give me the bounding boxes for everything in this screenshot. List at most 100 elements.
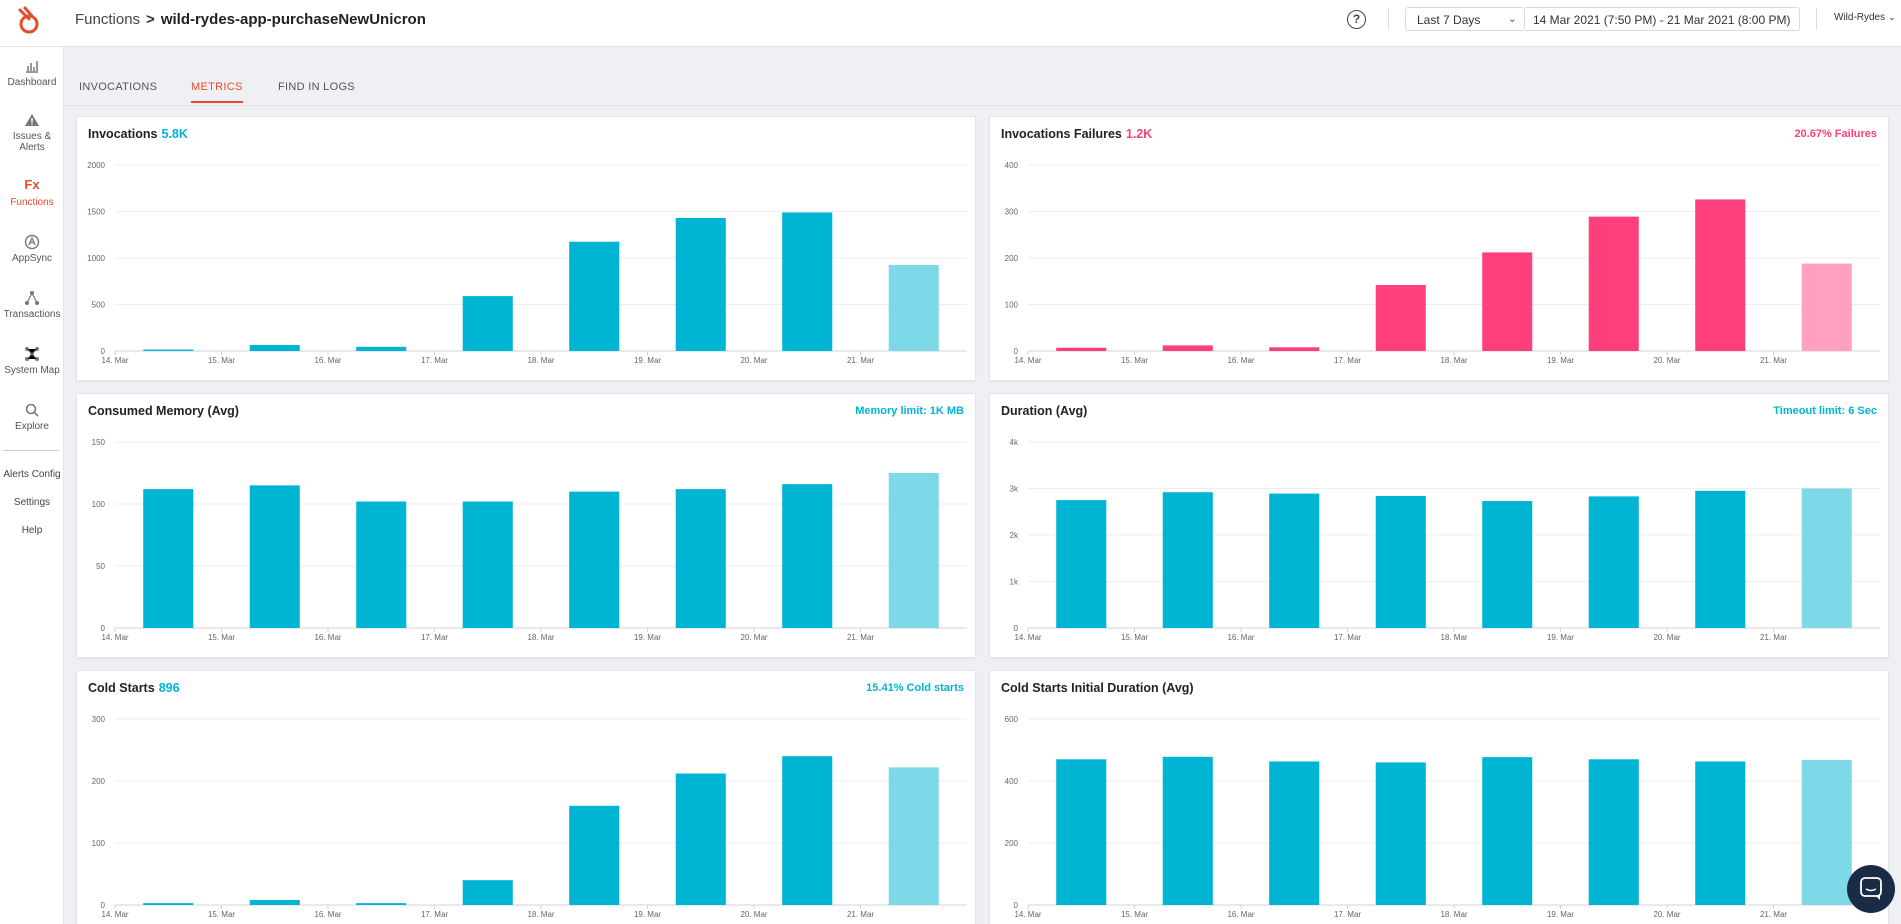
bar[interactable] [143,903,194,905]
y-tick-label: 0 [101,901,106,910]
x-tick-label: 20. Mar [740,356,767,365]
bar[interactable] [1375,495,1426,628]
bar[interactable] [249,900,300,905]
bar[interactable] [782,756,833,905]
bar[interactable] [1056,347,1107,351]
bar[interactable] [569,491,620,628]
sidebar-divider [3,450,59,451]
sidebar: Dashboard Issues & Alerts Fx Functions A… [0,47,64,924]
bar[interactable] [1056,500,1107,628]
bar[interactable] [1482,757,1533,905]
bar[interactable] [675,218,726,351]
sidebar-item-label: Transactions [3,309,61,320]
duration-chart: 0 1k 2k 3k 4k 14. Mar 15. Mar 16. Mar 17. Mar 18.… [1010,438,1880,642]
bar[interactable] [1375,284,1426,351]
bar[interactable] [569,241,620,351]
sidebar-item-transactions[interactable]: Transactions [0,289,64,320]
bar[interactable] [462,880,513,905]
x-tick-label: 15. Mar [208,356,235,365]
bar[interactable] [1162,492,1213,628]
bar[interactable] [1162,345,1213,351]
card-title-label: Cold Starts [88,681,155,695]
bar[interactable] [1801,759,1852,905]
bar[interactable] [782,484,833,628]
bar[interactable] [1695,490,1746,628]
x-tick-label: 15. Mar [208,910,235,919]
bar[interactable] [888,473,939,628]
sidebar-item-help[interactable]: Help [21,525,43,536]
sidebar-item-settings[interactable]: Settings [13,497,51,508]
bar[interactable] [356,501,407,628]
date-range-picker[interactable]: 14 Mar 2021 (7:50 PM) - 21 Mar 2021 (8:0… [1525,7,1800,31]
sidebar-item-explore[interactable]: Explore [0,401,64,432]
bar[interactable] [1482,252,1533,351]
tab-find-in-logs[interactable]: FIND IN LOGS [278,81,355,93]
bar[interactable] [143,349,194,351]
bar[interactable] [356,903,407,905]
tab-invocations[interactable]: INVOCATIONS [79,81,158,93]
bar[interactable] [1695,199,1746,351]
sidebar-item-label: Alerts [19,142,45,153]
app-logo-icon[interactable] [10,4,44,38]
bar[interactable] [888,264,939,351]
sidebar-item-label: Dashboard [7,77,57,88]
bar[interactable] [1482,501,1533,628]
bar[interactable] [249,485,300,628]
x-tick-label: 18. Mar [527,356,554,365]
bar[interactable] [1588,496,1639,628]
sidebar-item-appsync[interactable]: AppSync [0,233,64,264]
bar[interactable] [1588,216,1639,351]
bar[interactable] [1801,263,1852,351]
y-tick-label: 100 [92,839,106,848]
bar[interactable] [782,212,833,351]
x-tick-label: 17. Mar [1334,910,1361,919]
bar[interactable] [356,346,407,351]
time-range-select[interactable]: Last 7 Days ⌄ [1405,7,1525,31]
y-tick-label: 1k [1010,578,1019,587]
bar[interactable] [1269,493,1320,628]
bar[interactable] [1269,347,1320,351]
x-tick-label: 17. Mar [1334,633,1361,642]
bar[interactable] [462,501,513,628]
sidebar-item-system-map[interactable]: System Map [0,345,64,376]
tab-metrics[interactable]: METRICS [191,81,243,103]
bar[interactable] [1695,761,1746,905]
x-tick-label: 16. Mar [314,910,341,919]
org-switcher[interactable]: Wild-Rydes ⌄ [1834,12,1896,23]
x-tick-label: 20. Mar [1653,356,1680,365]
x-tick-label: 15. Mar [1121,633,1148,642]
bar[interactable] [143,489,194,628]
y-tick-label: 100 [1005,301,1019,310]
y-tick-label: 50 [96,562,105,571]
bar[interactable] [888,767,939,905]
sidebar-item-label: Issues & [12,131,52,142]
sidebar-item-dashboard[interactable]: Dashboard [0,57,64,88]
y-tick-label: 2k [1010,531,1019,540]
bar[interactable] [675,773,726,905]
sidebar-item-functions[interactable]: Fx Functions [0,177,64,208]
breadcrumb-functions-link[interactable]: Functions [75,11,141,28]
bar[interactable] [1056,759,1107,905]
x-tick-label: 19. Mar [1547,356,1574,365]
chevron-down-icon: ⌄ [1888,12,1896,22]
chat-launcher-button[interactable] [1847,865,1895,913]
bar[interactable] [569,805,620,905]
bar[interactable] [1801,488,1852,629]
transactions-icon [25,291,39,305]
help-button[interactable]: ? [1347,10,1366,29]
x-tick-label: 21. Mar [847,633,874,642]
divider [1388,8,1389,30]
bar[interactable] [675,489,726,628]
bar[interactable] [1269,761,1320,905]
bar-chart-icon [26,61,38,73]
bar[interactable] [462,296,513,351]
bar[interactable] [1162,756,1213,905]
bar[interactable] [249,344,300,351]
bar[interactable] [1588,759,1639,905]
bar[interactable] [1375,762,1426,905]
x-tick-label: 18. Mar [1440,356,1467,365]
card-title: Cold Starts Initial Duration (Avg) [1001,681,1194,695]
sidebar-item-issues-alerts[interactable]: Issues & Alerts [0,111,64,153]
y-tick-label: 0 [101,624,106,633]
sidebar-item-alerts-config[interactable]: Alerts Config [3,469,61,480]
